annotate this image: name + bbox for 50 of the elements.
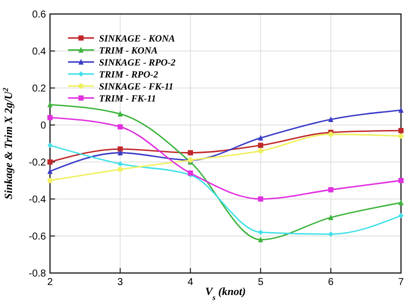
- legend-label: SINKAGE - FK-11: [99, 82, 174, 92]
- point: [47, 178, 53, 184]
- point: [258, 148, 264, 154]
- y-tick-label: -0.6: [28, 232, 46, 242]
- legend-label: TRIM - RPO-2: [99, 70, 158, 80]
- point: [118, 161, 123, 166]
- y-tick-label: -0.4: [28, 194, 46, 206]
- x-tick-label: 6: [328, 277, 334, 288]
- y-tick-label: -0.8: [28, 268, 46, 280]
- x-tick-label: 5: [258, 277, 264, 288]
- point: [328, 232, 334, 237]
- point: [47, 142, 53, 148]
- y-tick-label: 0.2: [32, 84, 46, 94]
- point: [328, 116, 334, 122]
- point: [258, 142, 264, 148]
- point: [118, 166, 123, 172]
- point: [258, 230, 264, 235]
- point: [328, 214, 334, 220]
- x-tick-label: 4: [188, 277, 194, 288]
- point: [118, 150, 123, 156]
- legend-label: TRIM - FK-11: [99, 94, 156, 104]
- point: [398, 213, 404, 218]
- y-tick-label: 0: [40, 120, 46, 132]
- point: [188, 150, 193, 156]
- point: [258, 134, 264, 141]
- y-tick-label: 0.6: [32, 10, 46, 20]
- point: [118, 110, 123, 116]
- point: [398, 107, 404, 113]
- point: [258, 196, 264, 202]
- x-tick-label: 7: [398, 277, 404, 288]
- point: [398, 178, 404, 184]
- legend-label: SINKAGE - KONA: [99, 34, 176, 44]
- x-tick-label: 2: [47, 277, 54, 288]
- point: [398, 134, 404, 139]
- point: [118, 146, 123, 152]
- point: [398, 128, 404, 134]
- point: [398, 200, 404, 206]
- x-axis-title: V$_{s}$ (knot): [205, 286, 246, 302]
- point: [118, 124, 123, 130]
- point: [258, 236, 264, 242]
- point: [47, 159, 53, 165]
- point: [328, 187, 334, 192]
- legend-label: SINKAGE - RPO-2: [99, 58, 176, 68]
- point: [47, 102, 53, 108]
- legend-label: TRIM - KONA: [99, 46, 158, 56]
- y-tick-label: 0.4: [32, 46, 46, 58]
- point: [47, 168, 53, 174]
- y-tick-label: -0.2: [28, 158, 46, 168]
- x-tick-label: 3: [117, 277, 124, 288]
- point: [47, 115, 53, 120]
